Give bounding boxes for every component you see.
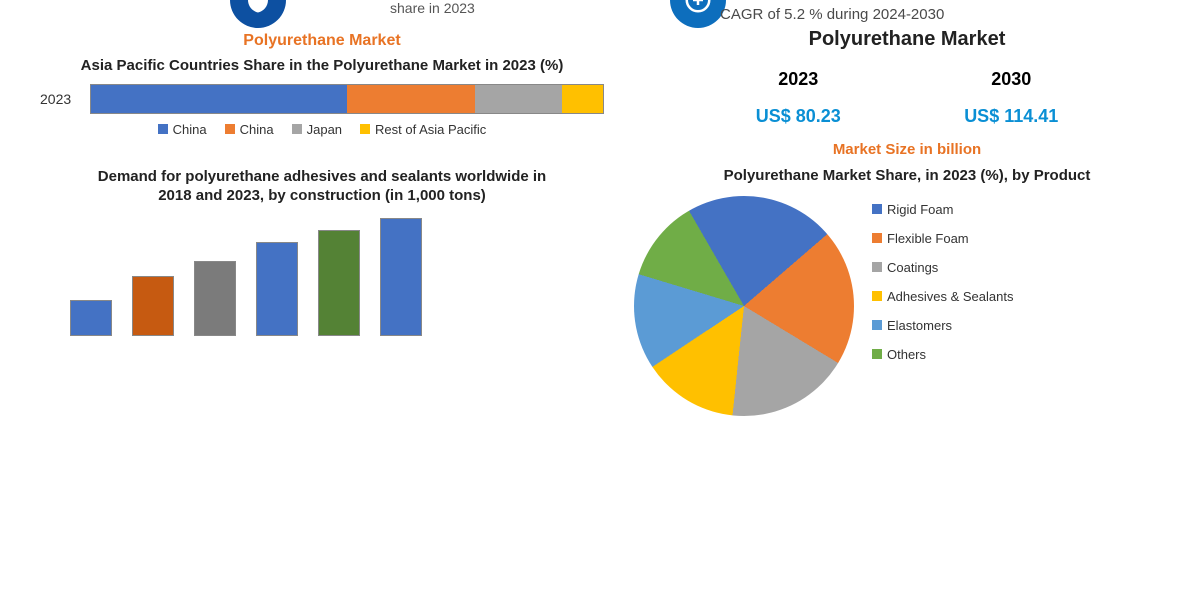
legend-item: Rest of Asia Pacific (360, 122, 486, 137)
right-heading: Polyurethane Market (634, 28, 1180, 51)
legend-swatch (872, 233, 882, 243)
legend-label: Rigid Foam (887, 202, 953, 217)
bar (256, 242, 298, 336)
ms-value-2: US$ 114.41 (964, 106, 1058, 127)
stacked-segment (91, 85, 347, 113)
bar (318, 230, 360, 336)
market-size-row: 2023 US$ 80.23 2030 US$ 114.41 (694, 69, 1120, 127)
top-cagr-text: CAGR of 5.2 % during 2024-2030 (720, 6, 944, 23)
top-share-text: share in 2023 (390, 0, 475, 16)
stacked-segment (475, 85, 562, 113)
legend-item: Coatings (872, 260, 1013, 275)
stacked-row-label: 2023 (40, 91, 90, 107)
legend-swatch (872, 204, 882, 214)
pie-legend: Rigid Foam Flexible Foam Coatings Adhesives… (872, 202, 1013, 416)
stacked-segment (562, 85, 603, 113)
main-container: Polyurethane Market Asia Pacific Countri… (0, 0, 1200, 600)
legend-swatch (158, 124, 168, 134)
stacked-bar-chart: 2023 (40, 84, 604, 114)
legend-item: Japan (292, 122, 342, 137)
legend-label: Rest of Asia Pacific (375, 122, 486, 137)
bar (70, 300, 112, 336)
legend-label: Japan (307, 122, 342, 137)
left-column: Polyurethane Market Asia Pacific Countri… (0, 0, 624, 600)
bar (380, 218, 422, 336)
legend-item: Others (872, 347, 1013, 362)
bar (132, 276, 174, 336)
right-column: Polyurethane Market 2023 US$ 80.23 2030 … (624, 0, 1200, 600)
pie-chart-wrap: Rigid Foam Flexible Foam Coatings Adhesives… (634, 196, 1180, 416)
legend-swatch (872, 349, 882, 359)
ms-value-1: US$ 80.23 (756, 106, 841, 127)
pie-chart (634, 196, 854, 416)
stacked-segment (347, 85, 475, 113)
legend-label: China (240, 122, 274, 137)
legend-item: China (225, 122, 274, 137)
legend-item: China (158, 122, 207, 137)
legend-swatch (872, 320, 882, 330)
legend-label: Coatings (887, 260, 938, 275)
legend-item: Adhesives & Sealants (872, 289, 1013, 304)
legend-swatch (872, 291, 882, 301)
ms-year-2: 2030 (964, 69, 1058, 90)
legend-item: Rigid Foam (872, 202, 1013, 217)
legend-label: Adhesives & Sealants (887, 289, 1013, 304)
legend-label: Others (887, 347, 926, 362)
legend-label: Elastomers (887, 318, 952, 333)
legend-item: Elastomers (872, 318, 1013, 333)
pie-chart-title: Polyurethane Market Share, in 2023 (%), … (634, 166, 1180, 186)
legend-label: Flexible Foam (887, 231, 969, 246)
legend-label: China (173, 122, 207, 137)
stacked-bar (90, 84, 604, 114)
legend-swatch (360, 124, 370, 134)
legend-swatch (225, 124, 235, 134)
legend-swatch (872, 262, 882, 272)
bar-chart (70, 216, 604, 336)
bar (194, 261, 236, 335)
market-size-caption: Market Size in billion (634, 141, 1180, 158)
legend-swatch (292, 124, 302, 134)
ms-year-1: 2023 (756, 69, 841, 90)
bar-chart-title: Demand for polyurethane adhesives and se… (40, 167, 604, 206)
left-heading: Polyurethane Market (40, 32, 604, 50)
stacked-legend: China China Japan Rest of Asia Pacific (40, 122, 604, 137)
stacked-chart-title: Asia Pacific Countries Share in the Poly… (40, 56, 604, 76)
legend-item: Flexible Foam (872, 231, 1013, 246)
